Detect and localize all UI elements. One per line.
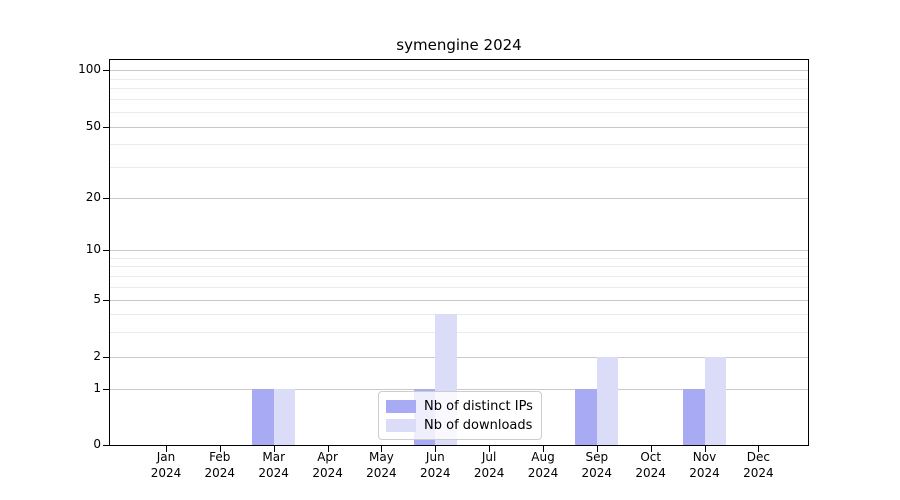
legend-label: Nb of downloads [424,417,533,433]
downloads-swatch [386,418,416,432]
y-tick-label: 1 [93,381,101,395]
x-tick [381,446,383,452]
bar-downloads [596,357,619,445]
x-tick-label: Dec 2024 [743,450,774,480]
gridline-major [110,127,808,128]
y-tick [103,198,109,199]
x-tick [327,446,329,452]
legend-item-distinct-ips: Nb of distinct IPs [379,399,541,414]
y-tick-label: 2 [93,349,101,363]
gridline-minor [110,275,808,277]
bar-downloads [704,357,726,445]
x-tick-label: Jul 2024 [473,450,505,480]
x-tick [489,446,491,452]
gridline-major [110,70,808,71]
gridline-major [110,198,808,199]
legend-label: Nb of distinct IPs [424,398,533,414]
gridline-minor [110,286,808,288]
gridline-minor [110,257,808,259]
chart-title: symengine 2024 [396,36,522,54]
x-tick-label: Jan 2024 [150,450,182,480]
bar-distinct-ips [683,389,705,445]
gridline-major [110,389,808,390]
x-tick [758,446,760,452]
gridline-minor [110,266,808,268]
y-tick [103,357,109,358]
x-tick [543,446,544,452]
y-tick-label: 100 [78,62,101,76]
gridline-minor [110,331,808,333]
y-tick [103,445,109,446]
legend: Nb of distinct IPs Nb of downloads [378,391,542,440]
gridline-minor [110,144,808,146]
bar-distinct-ips [252,389,274,445]
x-tick-label: Sep 2024 [581,450,613,480]
x-tick [704,446,706,452]
gridline-major [110,250,808,251]
x-tick-label: Apr 2024 [312,450,343,480]
bar-distinct-ips [575,389,597,445]
gridline-minor [110,112,808,113]
x-tick-label: Mar 2024 [258,450,289,480]
y-tick [103,389,109,390]
y-tick-label: 10 [85,242,101,256]
y-tick-label: 5 [93,292,101,306]
y-tick-label: 20 [85,190,101,204]
x-tick-label: Oct 2024 [635,450,666,480]
x-tick [596,446,598,452]
gridline-minor [110,166,808,168]
x-tick [166,446,167,452]
plot-area: Nb of distinct IPs Nb of downloads [109,59,809,446]
gridline-minor [110,313,808,315]
x-tick-label: Jun 2024 [420,450,451,480]
y-tick [103,127,109,128]
x-tick [650,446,652,452]
bar-downloads [273,389,296,445]
legend-item-downloads: Nb of downloads [379,418,541,433]
gridline-minor [110,88,808,90]
y-tick-label: 0 [93,437,101,451]
x-tick-label: Aug 2024 [527,450,559,480]
x-tick [435,446,437,452]
gridline-minor [110,78,808,80]
x-tick-label: Feb 2024 [204,450,236,480]
y-tick [103,250,109,251]
gridline-major [110,300,808,301]
x-tick [273,446,275,452]
x-tick-label: May 2024 [366,450,397,480]
x-tick [219,446,221,452]
y-tick-label: 50 [85,119,101,133]
distinct-ips-swatch [386,399,416,413]
gridline-major [110,357,808,358]
x-tick-label: Nov 2024 [689,450,720,480]
gridline-minor [110,99,808,101]
y-tick [103,70,109,71]
y-tick [103,300,109,301]
